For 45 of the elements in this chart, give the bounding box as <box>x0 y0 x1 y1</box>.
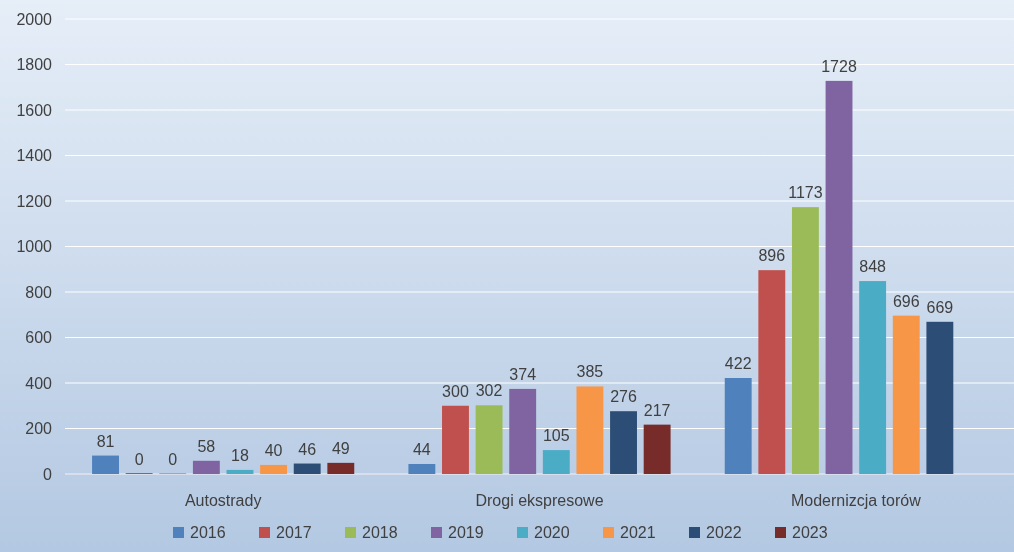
data-label: 300 <box>442 382 469 400</box>
y-tick-label: 1400 <box>16 147 53 165</box>
data-label: 81 <box>96 432 115 450</box>
data-label: 422 <box>724 354 752 372</box>
data-label: 1728 <box>821 57 857 75</box>
y-tick-label: 800 <box>25 283 53 301</box>
data-label: 848 <box>859 258 887 276</box>
data-label: 58 <box>197 437 216 455</box>
y-tick-label: 1800 <box>16 56 53 74</box>
y-tick-label: 1600 <box>16 101 53 119</box>
legend-label: 2022 <box>706 524 742 541</box>
data-label: 18 <box>231 446 249 464</box>
legend-label: 2019 <box>448 524 484 541</box>
x-tick-label: Autostrady <box>184 492 262 509</box>
y-tick-label: 600 <box>25 329 53 347</box>
data-label: 44 <box>412 440 431 458</box>
y-tick-label: 1000 <box>16 238 53 256</box>
y-tick-label: 0 <box>43 465 53 483</box>
data-label: 669 <box>926 298 954 316</box>
legend-label: 2016 <box>190 524 226 541</box>
legend-label: 2021 <box>620 524 656 541</box>
x-tick-label: Modernizcja torów <box>790 492 922 509</box>
data-label: 217 <box>643 401 671 419</box>
data-label: 46 <box>298 440 317 458</box>
y-tick-label: 400 <box>25 374 53 392</box>
legend-label: 2017 <box>276 524 312 541</box>
data-label: 105 <box>542 427 570 445</box>
data-label: 49 <box>331 439 350 457</box>
data-label: 40 <box>264 441 283 459</box>
data-label: 0 <box>134 451 144 468</box>
data-label: 276 <box>610 388 637 406</box>
legend-label: 2020 <box>534 524 570 541</box>
data-label: 896 <box>758 247 786 265</box>
x-tick-label: Drogi ekspresowe <box>475 492 604 509</box>
y-tick-label: 2000 <box>16 10 53 28</box>
data-label: 0 <box>168 451 178 468</box>
data-label: 696 <box>892 292 920 310</box>
y-tick-label: 200 <box>25 420 53 438</box>
legend-label: 2018 <box>362 524 398 541</box>
legend-label: 2023 <box>792 524 828 541</box>
data-label: 302 <box>475 382 503 400</box>
data-label: 385 <box>576 363 604 381</box>
data-label: 1173 <box>788 184 823 202</box>
data-label: 374 <box>509 365 537 383</box>
y-tick-label: 1200 <box>16 192 53 210</box>
